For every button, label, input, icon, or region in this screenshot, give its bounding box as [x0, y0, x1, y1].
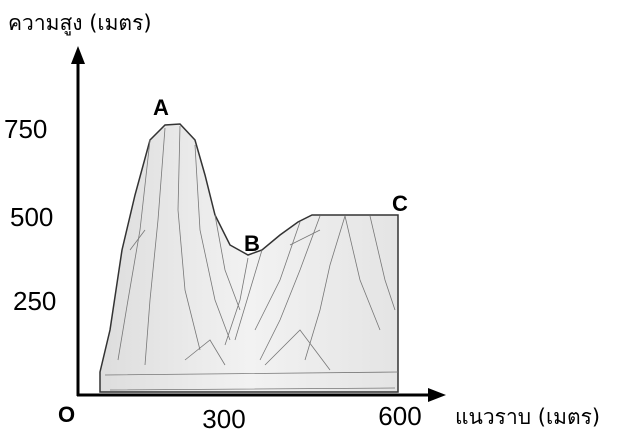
y-axis-title: ความสูง (เมตร) [8, 11, 152, 36]
origin-label: O [58, 402, 75, 427]
x-axis-title: แนวราบ (เมตร) [455, 405, 600, 429]
axes [76, 62, 430, 397]
y-tick-label: 750 [4, 114, 47, 144]
point-label: B [244, 231, 260, 256]
mountain-illustration [99, 123, 399, 393]
y-tick-label: 250 [13, 286, 56, 316]
x-tick-label: 600 [378, 401, 421, 431]
point-label: C [392, 191, 408, 216]
x-arrow [428, 388, 446, 402]
y-arrow [71, 46, 85, 64]
point-label: A [153, 95, 169, 120]
y-tick-label: 500 [10, 202, 53, 232]
x-tick-label: 300 [202, 404, 245, 434]
